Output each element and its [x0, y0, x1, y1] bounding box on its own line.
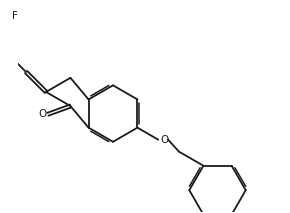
- Text: O: O: [160, 135, 168, 145]
- Text: O: O: [38, 109, 46, 119]
- Text: F: F: [12, 12, 18, 21]
